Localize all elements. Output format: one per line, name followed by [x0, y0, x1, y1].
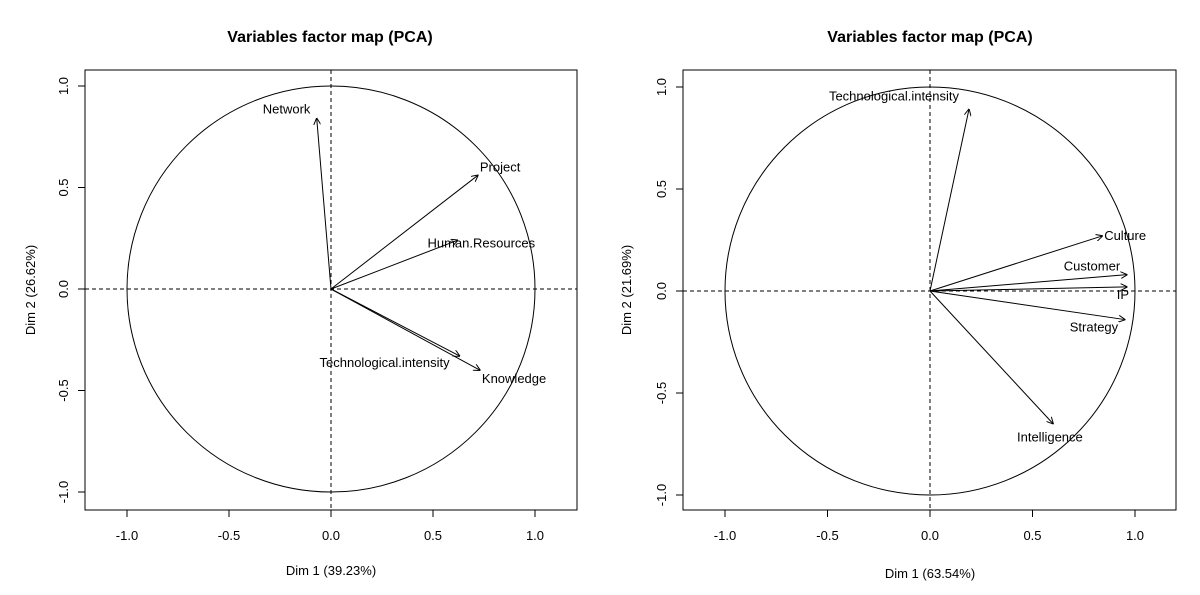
chart-title-left: Variables factor map (PCA) — [227, 29, 432, 46]
y-tick-label: 0.0 — [56, 280, 71, 298]
y-tick-label: -1.0 — [56, 481, 71, 503]
x-tick-label: -1.0 — [714, 528, 736, 543]
variable-label-technological-intensity: Technological.intensity — [829, 88, 960, 103]
pca-panel-left: Variables factor map (PCA) -1.0 -0.5 0.0 0.… — [23, 29, 578, 578]
y-tick-label: 0.5 — [56, 178, 71, 196]
variable-arrow-technological-intensity — [929, 109, 969, 292]
x-tick-label: 0.0 — [322, 528, 340, 543]
x-tick-label: -0.5 — [218, 528, 240, 543]
x-tick-label: -1.0 — [116, 528, 138, 543]
variable-arrow-ip — [929, 287, 1127, 292]
x-ticks-right: -1.0 -0.5 0.0 0.5 1.0 — [714, 510, 1144, 543]
variable-label-strategy: Strategy — [1070, 320, 1119, 335]
variable-label-intelligence: Intelligence — [1017, 430, 1083, 445]
variable-label-customer: Customer — [1064, 259, 1121, 274]
y-tick-label: -1.0 — [654, 484, 669, 506]
variable-label-culture: Culture — [1104, 228, 1146, 243]
variable-label-project: Project — [480, 159, 521, 174]
plot-content-left: Network Project Human.Resources Technologic… — [85, 70, 577, 510]
y-ticks-right: -1.0 -0.5 0.0 0.5 1.0 — [654, 78, 683, 506]
x-ticks-left: -1.0 -0.5 0.0 0.5 1.0 — [116, 510, 544, 543]
variable-label-technological-intensity: Technological.intensity — [320, 355, 451, 370]
y-tick-label: 0.0 — [654, 282, 669, 300]
variable-label-network: Network — [263, 101, 311, 116]
y-ticks-left: -1.0 -0.5 0.0 0.5 1.0 — [56, 77, 85, 503]
x-tick-label: 0.5 — [1023, 528, 1041, 543]
variable-arrow-project — [330, 175, 478, 290]
x-tick-label: 0.0 — [921, 528, 939, 543]
y-tick-label: 1.0 — [56, 77, 71, 95]
variable-label-human-resources: Human.Resources — [427, 235, 535, 250]
variable-arrow-strategy — [929, 290, 1125, 320]
pca-panel-right: Variables factor map (PCA) -1.0 -0.5 0.0 0.… — [619, 29, 1177, 581]
variable-arrow-knowledge — [330, 288, 480, 370]
chart-title-right: Variables factor map (PCA) — [827, 29, 1032, 46]
correlation-circle — [724, 86, 1136, 496]
y-tick-label: 0.5 — [654, 180, 669, 198]
x-axis-label-right: Dim 1 (63.54%) — [885, 566, 975, 581]
variable-label-ip: IP — [1117, 287, 1129, 302]
y-tick-label: -0.5 — [654, 382, 669, 404]
x-tick-label: -0.5 — [816, 528, 838, 543]
variable-arrow-culture — [929, 236, 1102, 292]
x-axis-label-left: Dim 1 (39.23%) — [286, 563, 376, 578]
correlation-circle — [126, 85, 536, 493]
plot-content-right: Technological.intensity Culture Customer IP… — [683, 70, 1176, 510]
variable-arrow-network — [317, 118, 332, 290]
x-tick-label: 1.0 — [526, 528, 544, 543]
variable-arrow-intelligence — [929, 290, 1053, 424]
y-axis-label-right: Dim 2 (21.69%) — [619, 245, 634, 335]
y-axis-label-left: Dim 2 (26.62%) — [23, 245, 38, 335]
y-tick-label: 1.0 — [654, 78, 669, 96]
variable-arrow-human-resources — [330, 240, 457, 290]
variable-label-knowledge: Knowledge — [482, 371, 546, 386]
x-tick-label: 0.5 — [424, 528, 442, 543]
x-tick-label: 1.0 — [1126, 528, 1144, 543]
y-tick-label: -0.5 — [56, 379, 71, 401]
variable-arrow-customer — [929, 275, 1127, 292]
